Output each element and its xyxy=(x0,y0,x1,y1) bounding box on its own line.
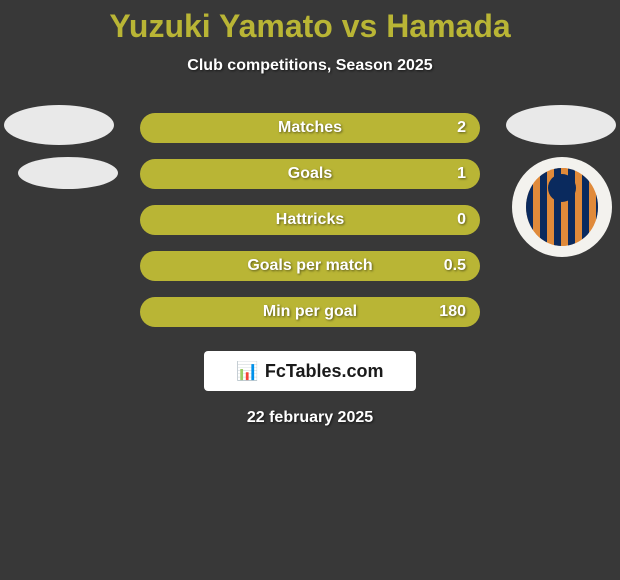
watermark-text: FcTables.com xyxy=(265,361,384,382)
stat-bar: Goals per match 0.5 xyxy=(140,251,480,281)
date-text: 22 february 2025 xyxy=(247,409,373,427)
stat-bar: Goals 1 xyxy=(140,159,480,189)
stat-bar: Matches 2 xyxy=(140,113,480,143)
vs-text: vs xyxy=(342,8,378,44)
player1-avatar-small xyxy=(18,157,118,189)
club-badge-inner xyxy=(526,168,598,246)
watermark: 📊 FcTables.com xyxy=(204,351,416,391)
stat-label: Goals per match xyxy=(247,257,372,275)
stat-value: 180 xyxy=(439,303,466,321)
player1-name: Yuzuki Yamato xyxy=(109,8,333,44)
club-badge xyxy=(512,157,612,257)
stat-label: Hattricks xyxy=(276,211,344,229)
stat-value: 0.5 xyxy=(444,257,466,275)
stats-area: Matches 2 Goals 1 Hattricks 0 Goals per match 0… xyxy=(0,113,620,343)
stat-bar: Min per goal 180 xyxy=(140,297,480,327)
stat-label: Matches xyxy=(278,119,342,137)
subtitle: Club competitions, Season 2025 xyxy=(187,57,432,75)
stat-label: Goals xyxy=(288,165,332,183)
player2-name: Hamada xyxy=(386,8,511,44)
stat-label: Min per goal xyxy=(263,303,357,321)
stat-bar: Hattricks 0 xyxy=(140,205,480,235)
chart-icon: 📊 xyxy=(236,361,258,382)
player1-avatar xyxy=(4,105,114,145)
stat-value: 0 xyxy=(457,211,466,229)
comparison-title: Yuzuki Yamato vs Hamada xyxy=(109,8,510,45)
stat-value: 2 xyxy=(457,119,466,137)
club-ball-icon xyxy=(548,174,576,202)
stat-value: 1 xyxy=(457,165,466,183)
player2-avatar xyxy=(506,105,616,145)
